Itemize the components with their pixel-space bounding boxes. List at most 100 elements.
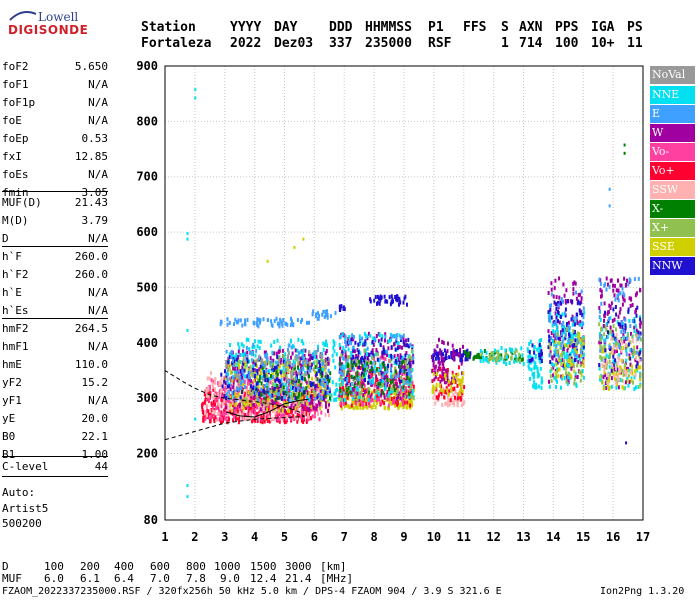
echo-point	[314, 384, 317, 389]
echo-point	[277, 401, 280, 406]
echo-point	[611, 349, 614, 354]
echo-point	[364, 370, 367, 375]
echo-point	[350, 374, 353, 379]
echo-point	[296, 416, 298, 421]
echo-point	[521, 357, 524, 362]
echo-point	[315, 406, 317, 411]
echo-point	[561, 358, 564, 363]
echo-point	[294, 376, 297, 381]
echo-point	[621, 294, 624, 299]
echo-point	[553, 353, 556, 358]
echo-point	[245, 388, 248, 393]
echo-point	[301, 414, 304, 419]
echo-point	[374, 395, 377, 400]
echo-point	[320, 381, 323, 386]
echo-point	[251, 409, 254, 414]
echo-point	[245, 406, 247, 410]
echo-point	[302, 413, 305, 418]
echo-point	[354, 363, 357, 368]
echo-point	[325, 349, 328, 353]
echo-point	[384, 299, 387, 304]
echo-point	[263, 419, 266, 424]
echo-point	[579, 292, 582, 297]
echo-point	[298, 371, 300, 376]
echo-point	[282, 354, 285, 359]
echo-point	[368, 403, 371, 408]
echo-point	[366, 336, 369, 341]
echo-point	[343, 372, 346, 377]
echo-point	[549, 369, 552, 374]
echo-point	[614, 342, 617, 347]
param-name: foF1p	[2, 96, 36, 109]
echo-point	[566, 381, 569, 386]
echo-point	[322, 366, 325, 371]
echo-point	[363, 355, 366, 360]
echo-point	[383, 395, 386, 400]
param-row: hmF1 N/A	[2, 340, 108, 358]
echo-point	[318, 369, 321, 374]
echo-point	[438, 337, 440, 342]
echo-point	[262, 406, 265, 411]
echo-point	[225, 405, 228, 410]
echo-point	[567, 344, 569, 349]
echo-point	[439, 366, 442, 371]
echo-point	[324, 365, 327, 370]
param-value: N/A	[88, 304, 108, 317]
echo-point	[389, 332, 392, 337]
echo-point	[540, 380, 543, 385]
echo-point	[401, 357, 404, 362]
echo-point	[561, 351, 564, 356]
param-value: N/A	[88, 286, 108, 299]
echo-point	[598, 277, 601, 282]
echo-point	[398, 364, 401, 369]
echo-point	[248, 406, 251, 411]
echo-point	[316, 358, 319, 363]
echo-point	[534, 353, 537, 358]
echo-point	[363, 342, 366, 347]
echo-point	[570, 356, 573, 361]
echo-point	[449, 381, 452, 386]
echo-point	[350, 353, 353, 358]
echo-point	[406, 302, 408, 307]
echo-point	[348, 335, 351, 339]
echo-point	[329, 376, 332, 381]
echo-point	[557, 303, 560, 308]
echo-point	[311, 352, 314, 357]
echo-point	[317, 347, 319, 352]
echo-point	[600, 379, 603, 384]
echo-point	[307, 380, 310, 385]
echo-point	[533, 385, 536, 390]
echo-point	[233, 363, 235, 368]
echo-point	[613, 374, 616, 379]
echo-point	[291, 370, 294, 375]
echo-point	[618, 371, 621, 376]
echo-point	[444, 377, 447, 382]
x-tick-label: 16	[606, 530, 620, 544]
echo-point	[623, 143, 626, 147]
echo-point	[298, 401, 300, 406]
echo-point	[309, 368, 312, 373]
echo-point	[603, 367, 606, 372]
echo-point	[268, 404, 271, 409]
echo-point	[563, 293, 566, 298]
echo-point	[374, 352, 377, 357]
echo-point	[394, 375, 397, 380]
echo-point	[566, 354, 569, 359]
echo-point	[628, 380, 631, 385]
echo-point	[344, 398, 346, 403]
echo-point	[284, 375, 286, 380]
echo-point	[386, 299, 389, 304]
echo-point	[548, 342, 551, 347]
echo-point	[399, 369, 402, 374]
echo-point	[383, 401, 386, 406]
echo-point	[302, 389, 305, 394]
echo-point	[365, 334, 368, 339]
echo-point	[227, 389, 230, 394]
echo-point	[605, 379, 608, 384]
echo-point	[381, 354, 384, 359]
echo-point	[375, 334, 378, 338]
echo-point	[292, 359, 295, 364]
echo-point	[311, 414, 314, 419]
echo-point	[234, 362, 237, 367]
echo-point	[369, 398, 372, 403]
